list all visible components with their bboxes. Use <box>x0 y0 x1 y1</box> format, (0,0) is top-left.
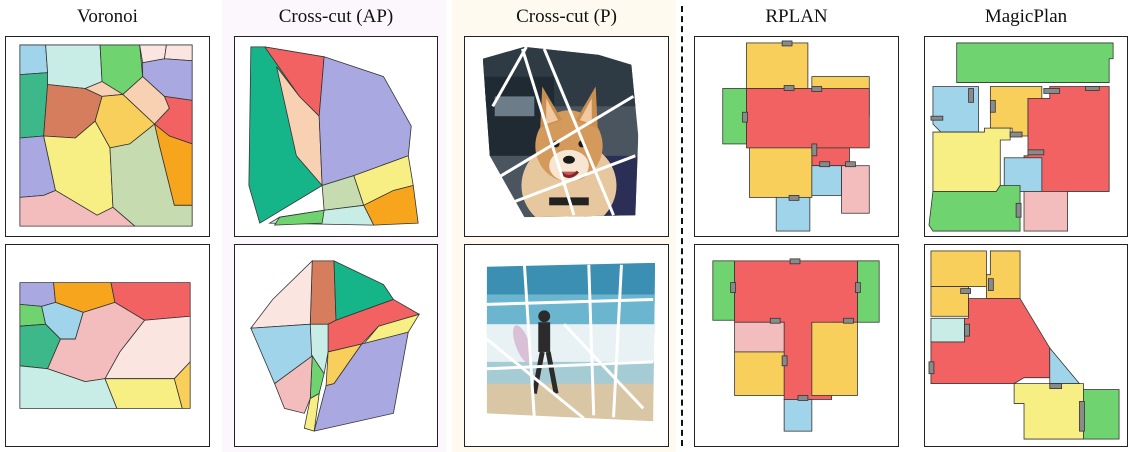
column-title-crosscut-ap: Cross-cut (AP) <box>278 6 394 27</box>
door <box>968 88 974 103</box>
crosscut-piece <box>303 392 320 432</box>
door <box>781 355 788 367</box>
voronoi-cell <box>19 282 56 307</box>
voronoi-cell <box>19 72 48 139</box>
door <box>989 99 996 113</box>
voronoi-panel-bottom <box>5 244 210 447</box>
room <box>985 250 1021 299</box>
door <box>811 143 818 157</box>
door <box>928 361 935 375</box>
room <box>783 399 813 432</box>
door <box>960 288 971 294</box>
room <box>1023 191 1068 232</box>
voronoi-cell <box>19 190 136 227</box>
door <box>1085 86 1100 91</box>
rplan-floorplan-bottom <box>712 258 880 432</box>
crosscut-piece <box>250 259 313 329</box>
magicplan-floorplan-top <box>928 42 1114 232</box>
voronoi-tiling-bottom <box>19 282 191 409</box>
door <box>987 278 994 291</box>
room <box>1023 86 1110 192</box>
voronoi-cell <box>104 378 183 409</box>
room <box>811 147 850 167</box>
voronoi-cell <box>173 360 191 409</box>
magicplan-panel-bottom <box>924 244 1128 447</box>
room <box>956 42 1114 83</box>
room <box>930 317 966 343</box>
door <box>769 317 781 324</box>
crosscut-p-panel-bottom <box>464 244 669 447</box>
dog-photo-puzzle <box>482 46 639 218</box>
voronoi-tiling-top <box>19 44 193 227</box>
room <box>775 196 811 232</box>
room <box>749 147 813 198</box>
magicplan-panel-top <box>924 36 1128 237</box>
door <box>845 161 856 168</box>
voronoi-cell <box>45 44 103 89</box>
door <box>1079 401 1085 432</box>
room <box>928 185 1021 232</box>
column-title-crosscut-p: Cross-cut (P) <box>516 6 617 27</box>
voronoi-cell <box>163 44 193 62</box>
voronoi-panel-top <box>5 36 210 237</box>
door <box>855 282 861 293</box>
rplan-floorplan-top <box>722 40 870 232</box>
column-title-voronoi: Voronoi <box>77 6 138 27</box>
crosscut-p-panel-top <box>464 36 669 237</box>
column-title-rplan: RPLAN <box>765 6 828 27</box>
voronoi-cell <box>19 44 49 76</box>
door <box>730 282 737 293</box>
door <box>783 85 795 91</box>
door <box>797 395 809 401</box>
door <box>742 111 748 123</box>
crosscut-ap-panel-bottom <box>234 244 438 447</box>
door <box>1027 149 1045 156</box>
door <box>811 86 823 92</box>
room <box>1013 383 1084 440</box>
door <box>1049 383 1063 389</box>
surfer-photo-puzzle <box>485 262 656 422</box>
room <box>1083 389 1120 440</box>
door <box>1043 88 1061 94</box>
room <box>734 321 785 353</box>
door <box>1009 131 1023 138</box>
door <box>964 323 970 337</box>
door <box>788 195 800 201</box>
door <box>819 161 831 168</box>
door <box>789 258 801 265</box>
crosscut-piece <box>309 260 337 325</box>
room <box>932 127 1011 192</box>
section-divider <box>681 6 683 446</box>
room <box>841 165 870 214</box>
room <box>746 42 809 89</box>
crosscut-ap-tiling-top <box>248 46 419 226</box>
room <box>1049 346 1081 385</box>
door <box>930 115 944 121</box>
room <box>811 165 842 196</box>
door <box>781 40 793 47</box>
crosscut-piece <box>274 355 313 414</box>
rplan-panel-top <box>694 36 899 237</box>
room <box>734 351 785 396</box>
room <box>930 298 1051 385</box>
rplan-panel-bottom <box>694 244 899 447</box>
crosscut-ap-tiling-bottom <box>250 259 421 432</box>
crosscut-ap-panel-top <box>234 36 438 237</box>
crosscut-piece <box>273 209 325 226</box>
column-title-magicplan: MagicPlan <box>984 6 1068 27</box>
door <box>1015 202 1022 218</box>
magicplan-floorplan-bottom <box>928 250 1120 440</box>
room <box>811 321 858 396</box>
room <box>746 88 870 149</box>
door <box>843 317 854 324</box>
room <box>930 250 987 287</box>
